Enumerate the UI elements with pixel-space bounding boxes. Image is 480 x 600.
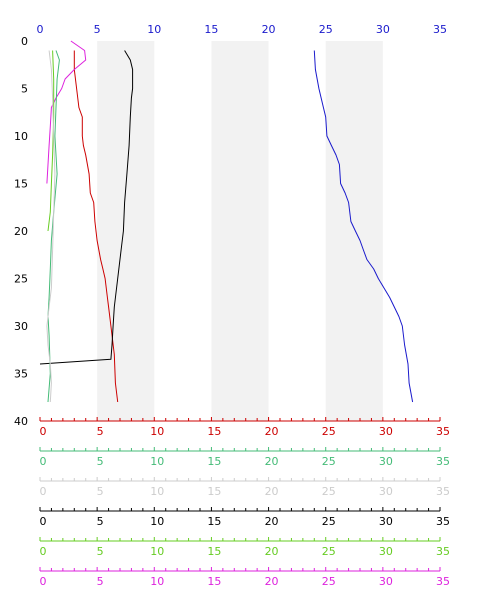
x-tick-label: 30 xyxy=(379,425,393,438)
series-line-1 xyxy=(313,50,414,403)
x-tick-label: 10 xyxy=(150,485,164,498)
y-tick-label: 5 xyxy=(21,83,28,96)
x-tick-label: 25 xyxy=(322,425,336,438)
x-tick-label: 10 xyxy=(150,425,164,438)
grid-band xyxy=(211,41,269,421)
x-tick-label: 5 xyxy=(97,575,104,588)
top-x-tick-label: 5 xyxy=(94,23,101,36)
x-tick-label: 35 xyxy=(436,575,450,588)
x-tick-label: 0 xyxy=(40,515,47,528)
grid-band xyxy=(97,41,155,421)
x-tick-label: 15 xyxy=(207,545,221,558)
x-tick-label: 25 xyxy=(322,515,336,528)
x-tick-label: 5 xyxy=(97,515,104,528)
top-x-tick-label: 10 xyxy=(147,23,161,36)
top-x-tick-label: 25 xyxy=(319,23,333,36)
y-tick-label: 0 xyxy=(21,35,28,48)
x-tick-label: 0 xyxy=(40,485,47,498)
y-tick-label: 15 xyxy=(14,178,28,191)
x-tick-label: 5 xyxy=(97,455,104,468)
x-tick-label: 35 xyxy=(436,485,450,498)
x-tick-label: 15 xyxy=(207,515,221,528)
x-tick-label: 20 xyxy=(265,455,279,468)
x-tick-label: 25 xyxy=(322,455,336,468)
x-tick-label: 10 xyxy=(150,575,164,588)
x-tick-label: 20 xyxy=(265,485,279,498)
y-tick-label: 40 xyxy=(14,415,28,428)
x-tick-label: 5 xyxy=(97,485,104,498)
x-tick-label: 0 xyxy=(40,545,47,558)
x-tick-label: 30 xyxy=(379,515,393,528)
y-tick-label: 20 xyxy=(14,225,28,238)
x-tick-label: 25 xyxy=(322,485,336,498)
x-tick-label: 25 xyxy=(322,545,336,558)
series-line-6 xyxy=(47,50,60,403)
x-tick-label: 30 xyxy=(379,575,393,588)
x-tick-label: 0 xyxy=(40,575,47,588)
top-x-tick-label: 30 xyxy=(376,23,390,36)
x-tick-label: 25 xyxy=(322,575,336,588)
x-tick-label: 30 xyxy=(379,545,393,558)
top-x-tick-label: 35 xyxy=(433,23,447,36)
top-x-tick-label: 0 xyxy=(37,23,44,36)
series-line-2 xyxy=(73,50,119,403)
x-tick-label: 20 xyxy=(265,515,279,528)
series-line-3 xyxy=(39,50,134,365)
x-tick-label: 20 xyxy=(265,575,279,588)
x-tick-label: 0 xyxy=(40,455,47,468)
x-tick-label: 30 xyxy=(379,485,393,498)
x-tick-label: 15 xyxy=(207,455,221,468)
series-line-7 xyxy=(46,50,56,403)
x-tick-label: 15 xyxy=(207,425,221,438)
x-tick-label: 10 xyxy=(150,545,164,558)
x-tick-label: 15 xyxy=(207,575,221,588)
x-tick-label: 5 xyxy=(97,545,104,558)
x-tick-label: 5 xyxy=(97,425,104,438)
x-tick-label: 35 xyxy=(436,425,450,438)
x-tick-label: 10 xyxy=(150,455,164,468)
top-x-tick-label: 15 xyxy=(204,23,218,36)
y-tick-label: 10 xyxy=(14,130,28,143)
series-line-5 xyxy=(47,50,55,232)
x-tick-label: 0 xyxy=(40,425,47,438)
x-tick-label: 15 xyxy=(207,485,221,498)
x-tick-label: 20 xyxy=(265,425,279,438)
y-tick-label: 35 xyxy=(14,368,28,381)
x-tick-label: 35 xyxy=(436,455,450,468)
x-tick-label: 10 xyxy=(150,515,164,528)
y-tick-label: 25 xyxy=(14,273,28,286)
top-x-tick-label: 20 xyxy=(262,23,276,36)
series-line-4 xyxy=(46,40,87,184)
x-tick-label: 35 xyxy=(436,545,450,558)
x-tick-label: 35 xyxy=(436,515,450,528)
grid-band xyxy=(325,41,383,421)
y-tick-label: 30 xyxy=(14,320,28,333)
x-tick-label: 30 xyxy=(379,455,393,468)
x-tick-label: 20 xyxy=(265,545,279,558)
